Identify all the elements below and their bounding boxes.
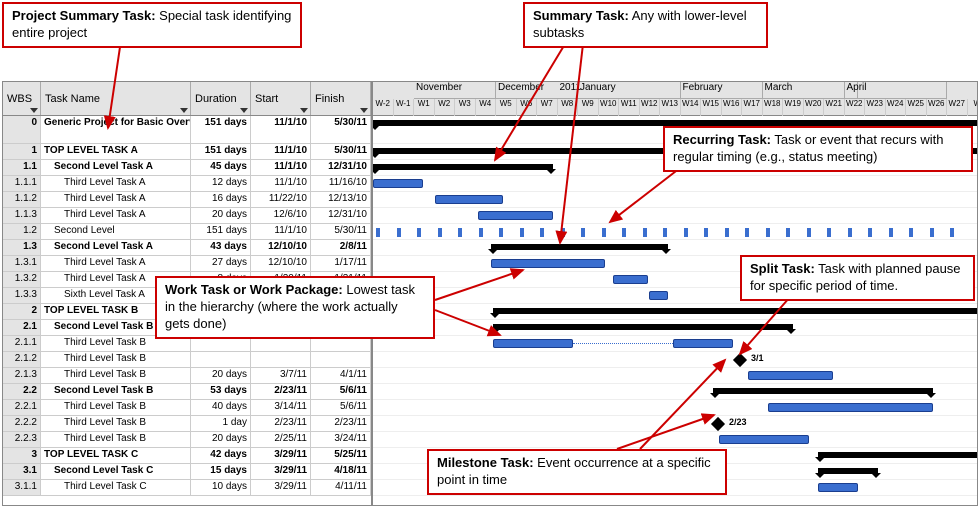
- callout-label: Summary Task:: [533, 8, 629, 23]
- callout-split-task: Split Task: Task with planned pause for …: [740, 255, 975, 301]
- callout-summary-task: Summary Task: Any with lower-level subta…: [523, 2, 768, 48]
- callout-label: Split Task:: [750, 261, 815, 276]
- callout-label: Project Summary Task:: [12, 8, 156, 23]
- callout-recurring-task: Recurring Task: Task or event that recur…: [663, 126, 973, 172]
- callout-label: Milestone Task:: [437, 455, 534, 470]
- callout-label: Work Task or Work Package:: [165, 282, 343, 297]
- callout-label: Recurring Task:: [673, 132, 771, 147]
- callout-work-task: Work Task or Work Package: Lowest task i…: [155, 276, 435, 339]
- arrow-overlay: [0, 0, 980, 508]
- callout-project-summary: Project Summary Task: Special task ident…: [2, 2, 302, 48]
- callout-milestone-task: Milestone Task: Event occurrence at a sp…: [427, 449, 727, 495]
